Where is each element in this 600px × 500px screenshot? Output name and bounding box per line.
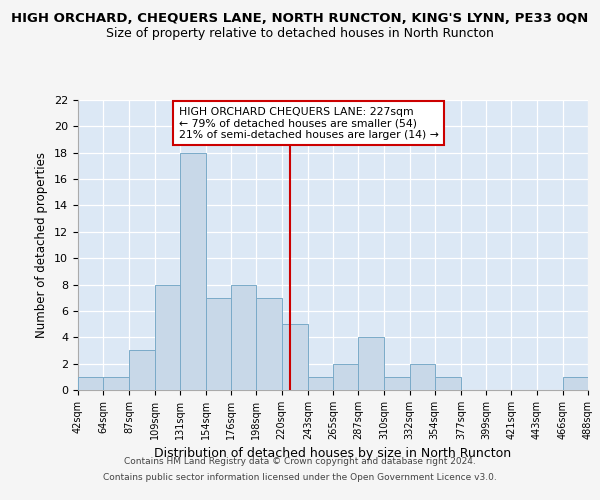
Text: Size of property relative to detached houses in North Runcton: Size of property relative to detached ho… [106, 28, 494, 40]
Text: Contains HM Land Registry data © Crown copyright and database right 2024.: Contains HM Land Registry data © Crown c… [124, 458, 476, 466]
Y-axis label: Number of detached properties: Number of detached properties [35, 152, 49, 338]
Bar [410, 364, 435, 390]
Bar [358, 338, 385, 390]
Bar [155, 284, 180, 390]
Bar [206, 298, 231, 390]
Text: HIGH ORCHARD, CHEQUERS LANE, NORTH RUNCTON, KING'S LYNN, PE33 0QN: HIGH ORCHARD, CHEQUERS LANE, NORTH RUNCT… [11, 12, 589, 26]
Bar [333, 364, 358, 390]
Text: HIGH ORCHARD CHEQUERS LANE: 227sqm
← 79% of detached houses are smaller (54)
21%: HIGH ORCHARD CHEQUERS LANE: 227sqm ← 79%… [179, 106, 439, 140]
Bar [130, 350, 155, 390]
Text: Contains public sector information licensed under the Open Government Licence v3: Contains public sector information licen… [103, 472, 497, 482]
Bar [385, 377, 410, 390]
X-axis label: Distribution of detached houses by size in North Runcton: Distribution of detached houses by size … [154, 448, 512, 460]
Bar [103, 377, 130, 390]
Bar [78, 377, 103, 390]
Bar [281, 324, 308, 390]
Bar [180, 152, 206, 390]
Bar [231, 284, 256, 390]
Bar [308, 377, 333, 390]
Bar [256, 298, 281, 390]
Bar [435, 377, 461, 390]
Bar [563, 377, 588, 390]
